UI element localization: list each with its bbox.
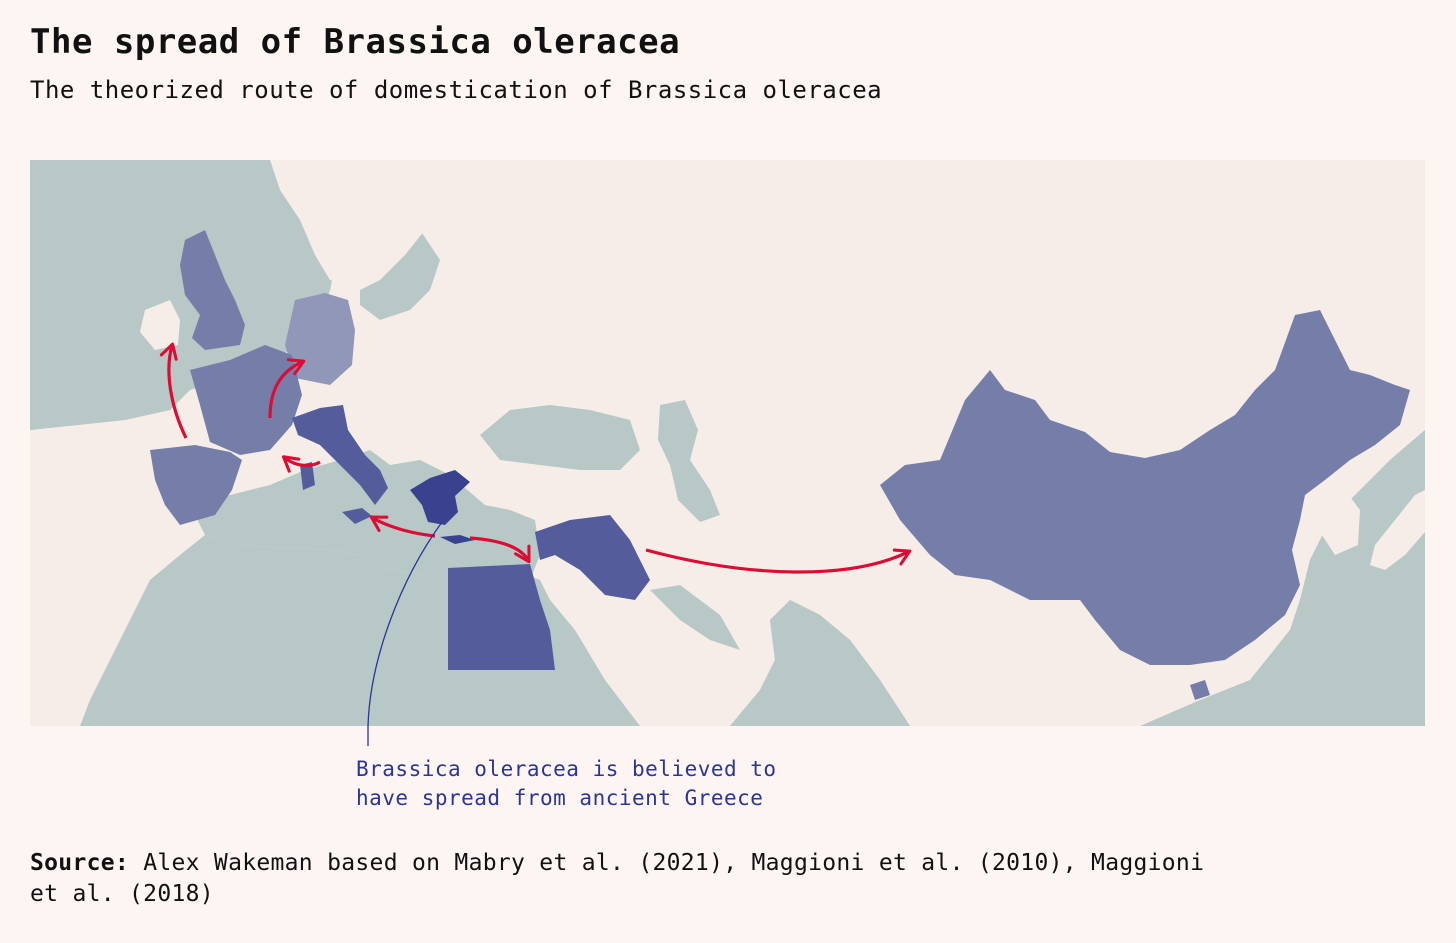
sea-baltic — [360, 230, 440, 320]
arrow-france-to-uk — [159, 342, 188, 439]
source-label: Source: — [30, 850, 130, 876]
region-greece — [410, 470, 470, 525]
region-greece-crete — [440, 535, 475, 544]
arrow-france-to-germany — [268, 358, 306, 419]
arrow-levant-to-china — [645, 548, 912, 574]
sea-red-sea — [530, 600, 620, 726]
annotation-leader-line-below — [367, 726, 369, 746]
source-text: Alex Wakeman based on Mabry et al. (2021… — [30, 850, 1205, 907]
map-annotation: Brassica oleracea is believed to have sp… — [356, 755, 777, 813]
annotation-line-2: have spread from ancient Greece — [356, 786, 764, 810]
region-china — [880, 310, 1410, 665]
region-france — [190, 345, 302, 455]
annotation-line-1: Brassica oleracea is believed to — [356, 757, 777, 781]
region-united-kingdom — [180, 230, 245, 350]
land-japan — [1370, 490, 1425, 570]
source-note: Source: Alex Wakeman based on Mabry et a… — [30, 848, 1230, 910]
chart-subtitle: The theorized route of domestication of … — [30, 76, 883, 104]
region-egypt — [448, 564, 555, 670]
map — [30, 160, 1425, 726]
sea-caspian — [658, 400, 720, 522]
arrow-greece-to-italy — [369, 515, 436, 538]
sea-persian-gulf — [650, 585, 740, 650]
sea-pacific — [1230, 430, 1425, 726]
arrow-italy-to-france — [281, 455, 321, 473]
region-levant — [535, 515, 650, 600]
arrow-greece-to-levant — [469, 536, 531, 564]
region-italy-sardinia — [300, 462, 315, 490]
annotation-leader-line — [367, 521, 443, 726]
sea-arabian-sea — [730, 600, 910, 726]
region-china-hainan — [1190, 680, 1210, 700]
land-korea — [1320, 490, 1360, 555]
chart-title: The spread of Brassica oleracea — [30, 22, 681, 62]
region-spain — [150, 445, 242, 525]
region-italy — [292, 405, 388, 505]
region-italy-sicily — [342, 508, 372, 524]
sea-black-sea — [480, 405, 640, 470]
land-ireland — [140, 300, 180, 350]
land-scandinavia — [270, 160, 500, 290]
